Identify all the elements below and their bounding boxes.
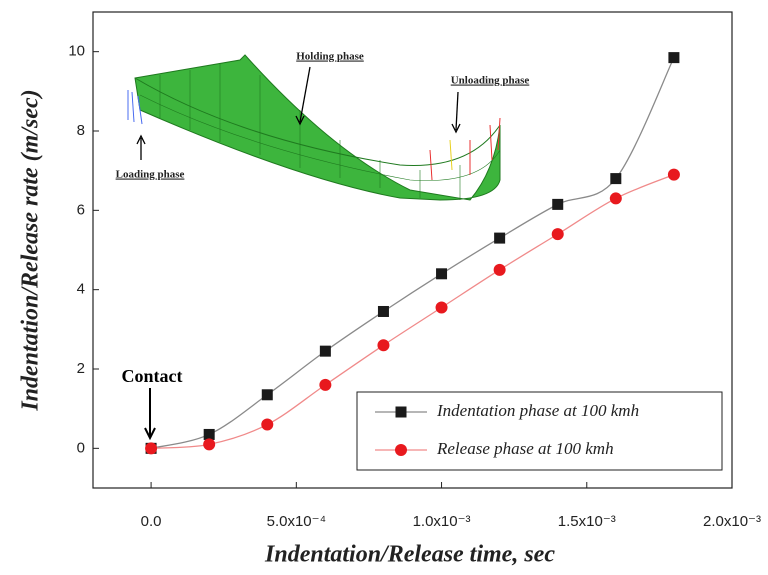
x-tick-label: 0.0 [141,513,162,530]
annotation: Unloading phase [451,75,530,87]
inset-mesh [127,54,501,201]
marker [493,263,506,276]
y-tick-label: 4 [77,281,85,298]
marker [377,305,389,317]
legend-marker [395,406,407,418]
marker [377,339,390,352]
x-axis-title: Indentation/Release time, sec [264,542,555,568]
marker [435,301,448,314]
x-tick-label: 1.5x10⁻³ [558,513,616,530]
annotation: Holding phase [296,51,364,63]
marker [203,438,216,451]
y-axis-title: Indentation/Release rate (m/sec) [18,89,44,411]
series-line [150,57,675,449]
x-tick-label: 5.0x10⁻⁴ [267,513,326,530]
marker [203,428,215,440]
y-tick-label: 10 [68,43,85,60]
legend: Indentation phase at 100 kmh Release phas… [356,391,723,471]
annotation-arrows [136,66,461,441]
marker [551,228,564,241]
legend-label: Indentation phase at 100 kmh [436,401,639,420]
x-tick-label: 1.0x10⁻³ [413,513,471,530]
marker [610,173,622,185]
y-tick-label: 2 [77,360,85,377]
plot-frame [92,11,733,489]
marker [319,345,331,357]
legend-marker [395,444,407,456]
legend-label: Release phase at 100 kmh [436,439,614,458]
y-tick-label: 8 [77,122,85,139]
marker [261,389,273,401]
x-tick-label: 2.0x10⁻³ [703,513,761,530]
legend-box [356,391,723,471]
marker [667,168,680,181]
y-tick-label: 0 [77,439,85,456]
marker [261,418,274,431]
marker [145,442,158,455]
marker [552,198,564,210]
annotation: Loading phase [116,169,185,181]
y-tick-label: 6 [77,201,85,218]
marker [494,232,506,244]
marker [668,52,680,64]
marker [319,378,332,391]
annotation: Contact [122,366,183,386]
marker [436,268,448,280]
series-line [151,174,675,449]
marker [609,192,622,205]
